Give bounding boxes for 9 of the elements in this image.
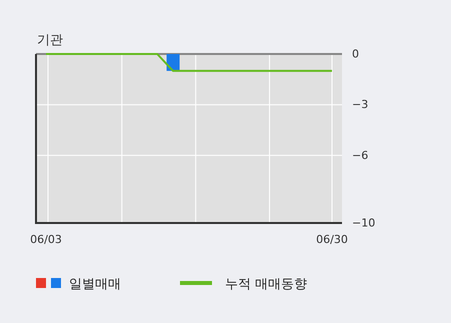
- x-tick-label: 06/03: [30, 232, 62, 246]
- y-tick-label: 0: [352, 48, 359, 61]
- y-tick-label: −3: [352, 98, 368, 112]
- x-tick-label: 06/30: [316, 232, 348, 246]
- legend-label: 일별매매: [69, 277, 121, 292]
- legend-label: 누적 매매동향: [225, 277, 308, 292]
- y-tick-label: −6: [352, 148, 368, 162]
- y-tick-label: −10: [352, 216, 376, 230]
- chart-title: 기관: [37, 33, 63, 48]
